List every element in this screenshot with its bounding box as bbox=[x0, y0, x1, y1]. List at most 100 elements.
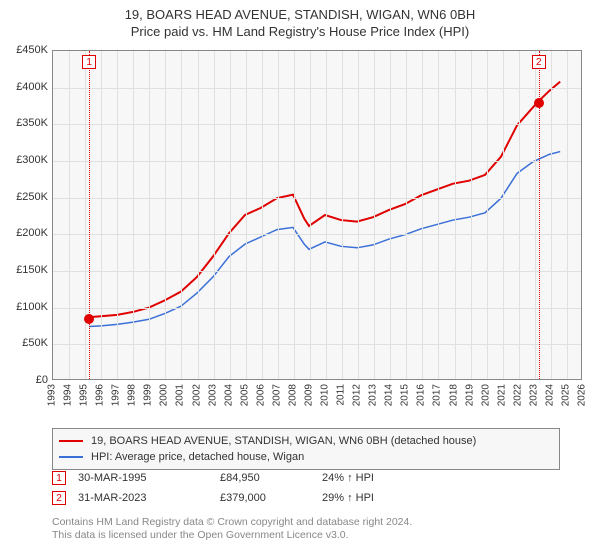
annotation-date: 31-MAR-2023 bbox=[78, 492, 208, 504]
y-tick-label: £250K bbox=[16, 191, 48, 203]
x-gridline bbox=[551, 51, 552, 379]
title-address: 19, BOARS HEAD AVENUE, STANDISH, WIGAN, … bbox=[0, 6, 600, 23]
x-tick-label: 1995 bbox=[79, 384, 90, 406]
x-tick-label: 2021 bbox=[496, 384, 507, 406]
series-line-property bbox=[89, 82, 560, 317]
x-gridline bbox=[422, 51, 423, 379]
annotation-price: £379,000 bbox=[220, 492, 310, 504]
plot-area: 12 bbox=[52, 50, 582, 380]
y-tick-label: £300K bbox=[16, 154, 48, 166]
x-tick-label: 1999 bbox=[143, 384, 154, 406]
x-gridline bbox=[358, 51, 359, 379]
x-gridline bbox=[101, 51, 102, 379]
x-gridline bbox=[326, 51, 327, 379]
x-gridline bbox=[149, 51, 150, 379]
x-tick-label: 2002 bbox=[191, 384, 202, 406]
x-tick-label: 2005 bbox=[239, 384, 250, 406]
y-tick-label: £450K bbox=[16, 44, 48, 56]
x-tick-label: 2004 bbox=[223, 384, 234, 406]
x-tick-label: 2007 bbox=[271, 384, 282, 406]
x-tick-label: 2006 bbox=[255, 384, 266, 406]
x-gridline bbox=[214, 51, 215, 379]
x-tick-label: 2025 bbox=[560, 384, 571, 406]
chart-container: 19, BOARS HEAD AVENUE, STANDISH, WIGAN, … bbox=[0, 0, 600, 560]
x-tick-label: 2020 bbox=[480, 384, 491, 406]
annotation-marker: 1 bbox=[52, 471, 66, 485]
x-tick-label: 2015 bbox=[400, 384, 411, 406]
x-gridline bbox=[390, 51, 391, 379]
annotation-date: 30-MAR-1995 bbox=[78, 472, 208, 484]
annotation-marker: 2 bbox=[52, 491, 66, 505]
x-gridline bbox=[85, 51, 86, 379]
legend-row: HPI: Average price, detached house, Wiga… bbox=[59, 449, 553, 465]
x-tick-label: 1994 bbox=[63, 384, 74, 406]
annotation-delta: 24% ↑ HPI bbox=[322, 472, 374, 484]
y-tick-label: £350K bbox=[16, 117, 48, 129]
footer-copyright: Contains HM Land Registry data © Crown c… bbox=[52, 516, 560, 542]
x-tick-label: 2001 bbox=[175, 384, 186, 406]
x-tick-label: 2003 bbox=[207, 384, 218, 406]
marker-box: 2 bbox=[532, 55, 546, 69]
legend-swatch-property bbox=[59, 440, 83, 442]
x-gridline bbox=[230, 51, 231, 379]
x-gridline bbox=[519, 51, 520, 379]
x-gridline bbox=[278, 51, 279, 379]
legend-row: 19, BOARS HEAD AVENUE, STANDISH, WIGAN, … bbox=[59, 433, 553, 449]
legend-swatch-hpi bbox=[59, 456, 83, 458]
legend-label-property: 19, BOARS HEAD AVENUE, STANDISH, WIGAN, … bbox=[91, 435, 476, 447]
marker-dot bbox=[534, 98, 544, 108]
x-tick-label: 2008 bbox=[287, 384, 298, 406]
x-gridline bbox=[246, 51, 247, 379]
x-tick-label: 2018 bbox=[448, 384, 459, 406]
footer-line2: This data is licensed under the Open Gov… bbox=[52, 529, 560, 542]
y-tick-label: £50K bbox=[22, 337, 48, 349]
title-subtitle: Price paid vs. HM Land Registry's House … bbox=[0, 23, 600, 40]
x-tick-label: 2017 bbox=[432, 384, 443, 406]
x-gridline bbox=[567, 51, 568, 379]
annotation-row: 1 30-MAR-1995 £84,950 24% ↑ HPI bbox=[52, 468, 560, 488]
x-tick-label: 2016 bbox=[416, 384, 427, 406]
x-gridline bbox=[406, 51, 407, 379]
x-tick-label: 1997 bbox=[111, 384, 122, 406]
x-tick-label: 2000 bbox=[159, 384, 170, 406]
y-tick-label: £200K bbox=[16, 227, 48, 239]
x-tick-label: 2012 bbox=[352, 384, 363, 406]
x-gridline bbox=[262, 51, 263, 379]
x-tick-label: 1993 bbox=[47, 384, 58, 406]
x-gridline bbox=[165, 51, 166, 379]
x-tick-label: 2023 bbox=[528, 384, 539, 406]
x-tick-label: 2011 bbox=[336, 384, 347, 406]
annotation-row: 2 31-MAR-2023 £379,000 29% ↑ HPI bbox=[52, 488, 560, 508]
series-line-hpi bbox=[89, 152, 560, 327]
x-tick-label: 2026 bbox=[577, 384, 588, 406]
x-gridline bbox=[438, 51, 439, 379]
x-gridline bbox=[487, 51, 488, 379]
marker-vline bbox=[89, 51, 90, 379]
x-gridline bbox=[471, 51, 472, 379]
x-tick-label: 1998 bbox=[127, 384, 138, 406]
annotation-delta: 29% ↑ HPI bbox=[322, 492, 374, 504]
x-tick-label: 2009 bbox=[303, 384, 314, 406]
x-gridline bbox=[294, 51, 295, 379]
x-tick-label: 2010 bbox=[320, 384, 331, 406]
marker-box: 1 bbox=[82, 55, 96, 69]
x-gridline bbox=[69, 51, 70, 379]
y-tick-label: £400K bbox=[16, 81, 48, 93]
annotation-table: 1 30-MAR-1995 £84,950 24% ↑ HPI 2 31-MAR… bbox=[52, 468, 560, 508]
x-tick-label: 2022 bbox=[512, 384, 523, 406]
x-gridline bbox=[455, 51, 456, 379]
x-tick-label: 2014 bbox=[384, 384, 395, 406]
x-gridline bbox=[117, 51, 118, 379]
x-gridline bbox=[342, 51, 343, 379]
x-tick-label: 2019 bbox=[464, 384, 475, 406]
x-tick-label: 1996 bbox=[95, 384, 106, 406]
x-gridline bbox=[374, 51, 375, 379]
y-tick-label: £150K bbox=[16, 264, 48, 276]
legend: 19, BOARS HEAD AVENUE, STANDISH, WIGAN, … bbox=[52, 428, 560, 470]
x-gridline bbox=[198, 51, 199, 379]
chart-area: 12 £0£50K£100K£150K£200K£250K£300K£350K£… bbox=[8, 44, 592, 424]
x-tick-label: 2013 bbox=[368, 384, 379, 406]
footer-line1: Contains HM Land Registry data © Crown c… bbox=[52, 516, 560, 529]
x-gridline bbox=[181, 51, 182, 379]
legend-label-hpi: HPI: Average price, detached house, Wiga… bbox=[91, 451, 304, 463]
